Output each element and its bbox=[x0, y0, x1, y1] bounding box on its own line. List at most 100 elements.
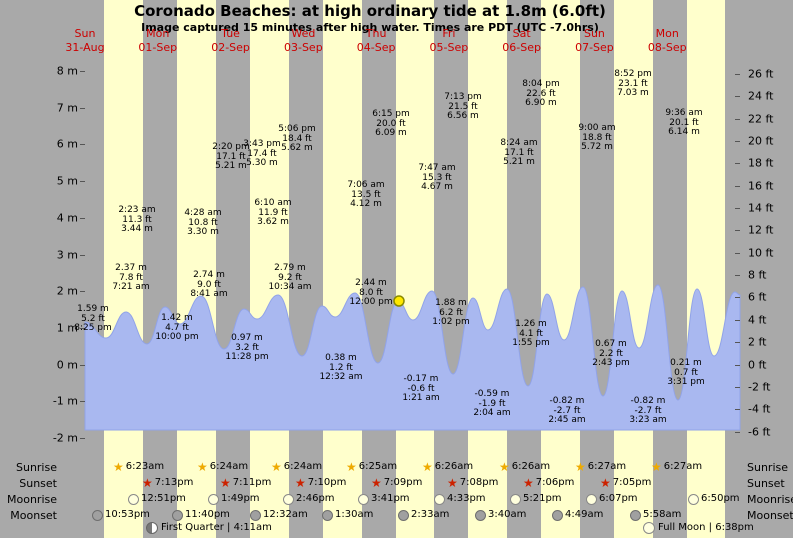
tide-annotation-line: 6.09 m bbox=[375, 128, 407, 138]
y-axis-label-m: -1 m bbox=[52, 394, 78, 408]
tide-annotation-line: 2.37 m bbox=[115, 263, 147, 273]
tide-annotation: 5:06 pm 18.4 ft 5.62 m bbox=[278, 124, 316, 154]
astro-entry: 5:58am bbox=[630, 509, 681, 521]
astro-entry: 11:40pm bbox=[172, 509, 230, 521]
tide-annotation: 4:28 am 10.8 ft 3.30 m bbox=[184, 208, 222, 238]
axis-tick bbox=[80, 364, 85, 366]
astro-time: 10:53pm bbox=[105, 509, 150, 520]
tide-annotation-line: 4.12 m bbox=[350, 199, 382, 209]
tide-annotation-line: 2:45 am bbox=[548, 415, 586, 425]
tide-annotation-line: 3.2 ft bbox=[235, 342, 259, 353]
axis-tick bbox=[735, 342, 740, 344]
day-band bbox=[395, 0, 435, 538]
astro-entry: ★ 7:06pm bbox=[523, 477, 574, 489]
tide-annotation-line: 23.1 ft bbox=[618, 78, 648, 89]
tide-annotation-line: -2.7 ft bbox=[634, 405, 662, 416]
tide-annotation-line: 1:21 am bbox=[402, 393, 440, 403]
tide-annotation: 1.42 m 4.7 ft 10:00 pm bbox=[155, 313, 198, 343]
sunrise-star-icon: ★ bbox=[113, 460, 124, 474]
tide-annotation: -0.59 m -1.9 ft 2:04 am bbox=[473, 389, 510, 419]
day-date: 05-Sep bbox=[429, 41, 469, 54]
astro-time: 7:10pm bbox=[307, 477, 347, 488]
first-quarter-moon-icon bbox=[146, 522, 158, 534]
axis-tick bbox=[80, 254, 85, 256]
moonrise-circle-icon bbox=[208, 493, 219, 505]
tide-annotation: -0.82 m -2.7 ft 3:23 am bbox=[629, 396, 666, 426]
tide-annotation-line: 7:21 am bbox=[112, 282, 150, 292]
astro-entry: 5:21pm bbox=[510, 493, 562, 505]
astro-entry: ★ 7:11pm bbox=[220, 477, 271, 489]
astro-entry: 4:33pm bbox=[434, 493, 486, 505]
day-date: 03-Sep bbox=[283, 41, 323, 54]
y-axis-label-ft: 14 ft bbox=[748, 201, 774, 215]
tide-annotation: 1.59 m 5.2 ft 8:25 pm bbox=[74, 304, 112, 334]
axis-tick bbox=[735, 431, 740, 433]
tide-annotation-line: 7.03 m bbox=[617, 88, 649, 98]
tide-annotation-line: 2:43 pm bbox=[592, 358, 630, 368]
day-date: 31-Aug bbox=[65, 41, 105, 54]
astro-time: 7:13pm bbox=[154, 477, 194, 488]
astro-time: 7:11pm bbox=[232, 477, 272, 488]
astro-time: 5:21pm bbox=[523, 493, 562, 504]
astro-row-label-right: Sunrise bbox=[747, 461, 789, 474]
day-band bbox=[322, 0, 362, 538]
tide-annotation-line: 0.38 m bbox=[325, 353, 357, 363]
y-axis-label-ft: 26 ft bbox=[748, 67, 774, 81]
tide-annotation-line: -0.82 m bbox=[630, 396, 666, 406]
astro-row-label-right: Moonrise bbox=[747, 493, 793, 506]
axis-tick bbox=[735, 140, 740, 142]
tide-annotation-line: 5.21 m bbox=[215, 161, 247, 171]
tide-annotation-line: 10:34 am bbox=[268, 282, 312, 292]
y-axis-label-ft: 4 ft bbox=[748, 313, 767, 327]
axis-tick bbox=[735, 409, 740, 411]
moonrise-circle-icon bbox=[510, 493, 521, 505]
y-axis-label-m: 0 m bbox=[56, 358, 78, 372]
astro-time: 6:50pm bbox=[701, 493, 740, 504]
sunset-star-icon: ★ bbox=[220, 476, 231, 490]
tide-annotation-line: 13.5 ft bbox=[351, 189, 381, 200]
day-label: Wed 03-Sep bbox=[284, 27, 323, 55]
tide-annotation-line: 22.6 ft bbox=[526, 88, 556, 99]
sunset-star-icon: ★ bbox=[371, 476, 382, 490]
astro-time: 6:07pm bbox=[599, 493, 638, 504]
axis-tick bbox=[80, 438, 85, 439]
astro-time: 2:46pm bbox=[296, 493, 335, 504]
tide-annotation-line: 4:28 am bbox=[184, 208, 222, 218]
sunrise-star-icon: ★ bbox=[575, 460, 586, 474]
astro-row-label-right: Sunset bbox=[747, 477, 785, 490]
tide-annotation-line: 2.2 ft bbox=[599, 348, 623, 359]
moonset-circle-icon bbox=[552, 509, 563, 521]
tide-annotation-line: 4.1 ft bbox=[519, 328, 543, 339]
y-axis-label-ft: 6 ft bbox=[748, 290, 767, 304]
day-band bbox=[104, 0, 144, 538]
axis-tick bbox=[735, 163, 740, 165]
astro-entry: 12:32am bbox=[250, 509, 308, 521]
tide-annotation-line: 8:24 am bbox=[500, 138, 538, 148]
tide-annotation-line: 20.0 ft bbox=[376, 118, 406, 129]
axis-tick bbox=[735, 185, 740, 187]
y-axis-label-ft: 20 ft bbox=[748, 134, 774, 148]
day-date: 08-Sep bbox=[647, 41, 687, 54]
tide-annotation-line: 15.3 ft bbox=[422, 172, 452, 183]
sunset-star-icon: ★ bbox=[600, 476, 611, 490]
astro-time: 4:49am bbox=[565, 509, 604, 520]
tide-annotation-line: 1.42 m bbox=[161, 313, 193, 323]
tide-annotation: 0.38 m 1.2 ft 12:32 am bbox=[319, 353, 362, 383]
y-axis-label-ft: 22 ft bbox=[748, 112, 774, 125]
astro-time: 6:26am bbox=[434, 461, 474, 472]
tide-annotation: 7:06 am 13.5 ft 4.12 m bbox=[347, 180, 385, 210]
axis-tick bbox=[80, 401, 85, 403]
tide-annotation-line: 3.44 m bbox=[121, 224, 153, 234]
axis-tick bbox=[80, 217, 85, 219]
tide-annotation-line: 9:00 am bbox=[578, 123, 616, 133]
astro-time: 6:27am bbox=[663, 461, 703, 472]
tide-annotation-line: 7:06 am bbox=[347, 180, 385, 190]
astro-time: 7:05pm bbox=[612, 477, 652, 488]
full-moon-footer: Full Moon | 6:38pm bbox=[643, 522, 754, 534]
sunrise-star-icon: ★ bbox=[499, 460, 510, 474]
tide-annotation: 2:23 am 11.3 ft 3.44 m bbox=[118, 205, 155, 235]
tide-annotation: -0.17 m -0.6 ft 1:21 am bbox=[402, 374, 440, 404]
day-label: Fri 05-Sep bbox=[430, 27, 469, 55]
tide-annotation-line: 20.1 ft bbox=[669, 117, 699, 128]
astro-time: 4:33pm bbox=[447, 493, 486, 504]
